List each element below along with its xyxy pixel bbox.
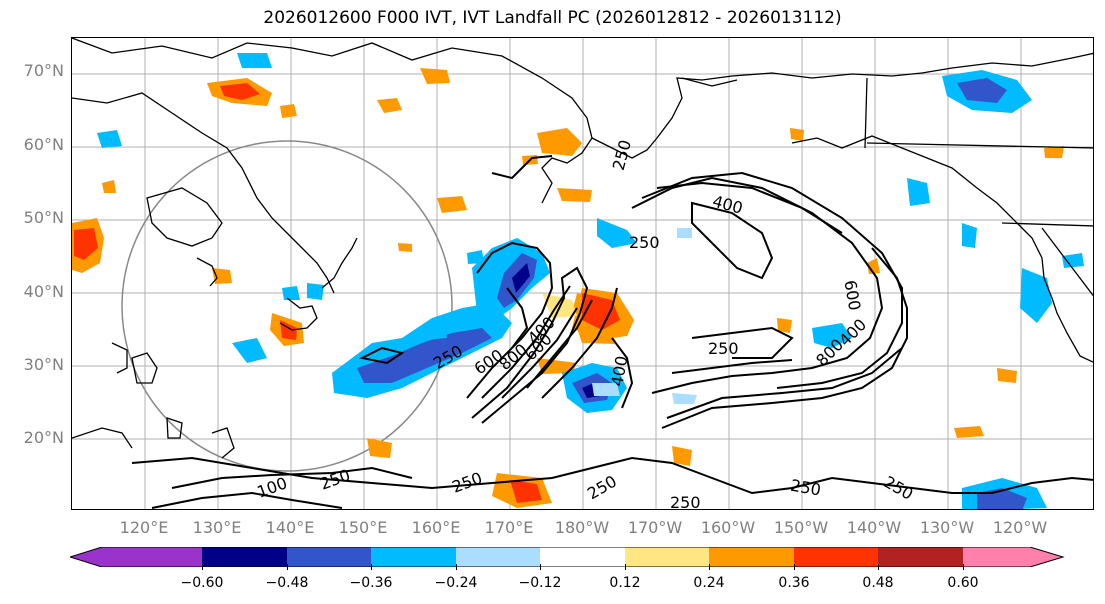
contour-label: 250 — [609, 138, 635, 172]
map-title: 2026012600 F000 IVT, IVT Landfall PC (20… — [263, 8, 842, 28]
lat-label-30: 30°N — [23, 355, 64, 374]
colorbar-bin — [709, 547, 794, 567]
ivt-contours — [131, 155, 1093, 509]
colorbar-bin — [878, 547, 963, 567]
lon-label: 150°W — [773, 518, 829, 537]
lat-label-60: 60°N — [23, 135, 64, 154]
colorbar-tick-label: −0.48 — [265, 575, 309, 591]
colorbar-tick-label: 0.24 — [693, 575, 725, 591]
colorbar-tick-label: −0.24 — [434, 575, 478, 591]
coastlines — [72, 38, 1093, 459]
colorbar-tick-label: −0.36 — [349, 575, 393, 591]
contour-label: 400 — [710, 191, 744, 217]
lat-label-70: 70°N — [23, 61, 64, 80]
contour-label: 600 — [840, 279, 864, 312]
lon-label: 130°E — [192, 518, 242, 537]
colorbar-bin — [794, 547, 878, 567]
contour-label: 100 — [254, 473, 289, 501]
colorbar-tick-label: 0.36 — [778, 575, 810, 591]
lon-label: 130°W — [919, 518, 975, 537]
colorbar-bin — [371, 547, 456, 567]
colorbar-bin — [70, 547, 202, 567]
contour-label: 250 — [317, 465, 352, 493]
lon-label: 180°W — [554, 518, 610, 537]
lon-label: 140°W — [846, 518, 902, 537]
lon-label: 170°W — [627, 518, 683, 537]
contour-label: 250 — [670, 493, 701, 510]
contour-label: 250 — [629, 233, 660, 252]
lon-label: 160°W — [700, 518, 756, 537]
lat-label-40: 40°N — [23, 282, 64, 301]
lat-label-20: 20°N — [23, 428, 64, 447]
contour-label: 250 — [584, 472, 620, 504]
lon-label: 140°E — [265, 518, 315, 537]
colorbar-tick-label: 0.12 — [609, 575, 641, 591]
lon-label: 120°W — [992, 518, 1048, 537]
colorbar-tick-label: 0.60 — [947, 575, 979, 591]
colorbar-bin — [963, 547, 1063, 567]
colorbar-bin — [202, 547, 287, 567]
contour-label: 250 — [449, 468, 484, 496]
map-panel: 250 400 250 250 600 800 400 600 400 600 … — [71, 37, 1094, 510]
colorbar-bin — [456, 547, 540, 567]
lon-label: 160°E — [411, 518, 461, 537]
ivt-map: 250 400 250 250 600 800 400 600 400 600 … — [72, 38, 1093, 510]
colorbar-tick-label: 0.48 — [862, 575, 894, 591]
lon-label: 120°E — [119, 518, 169, 537]
landfall-circle — [121, 140, 453, 472]
lat-label-50: 50°N — [23, 208, 64, 227]
colorbar-tick-label: −0.12 — [518, 575, 562, 591]
lon-label: 150°E — [338, 518, 388, 537]
colorbar-bin — [287, 547, 371, 567]
contour-label: 400 — [607, 354, 631, 387]
negative-pc-shading — [97, 53, 1084, 509]
colorbar — [70, 547, 1065, 567]
colorbar-bin — [540, 547, 625, 567]
lon-label: 170°E — [484, 518, 534, 537]
colorbar-bin — [625, 547, 709, 567]
contour-label: 250 — [708, 339, 739, 358]
contour-label: 250 — [789, 476, 822, 500]
colorbar-tick-label: −0.60 — [180, 575, 224, 591]
contour-label: 250 — [881, 472, 917, 504]
